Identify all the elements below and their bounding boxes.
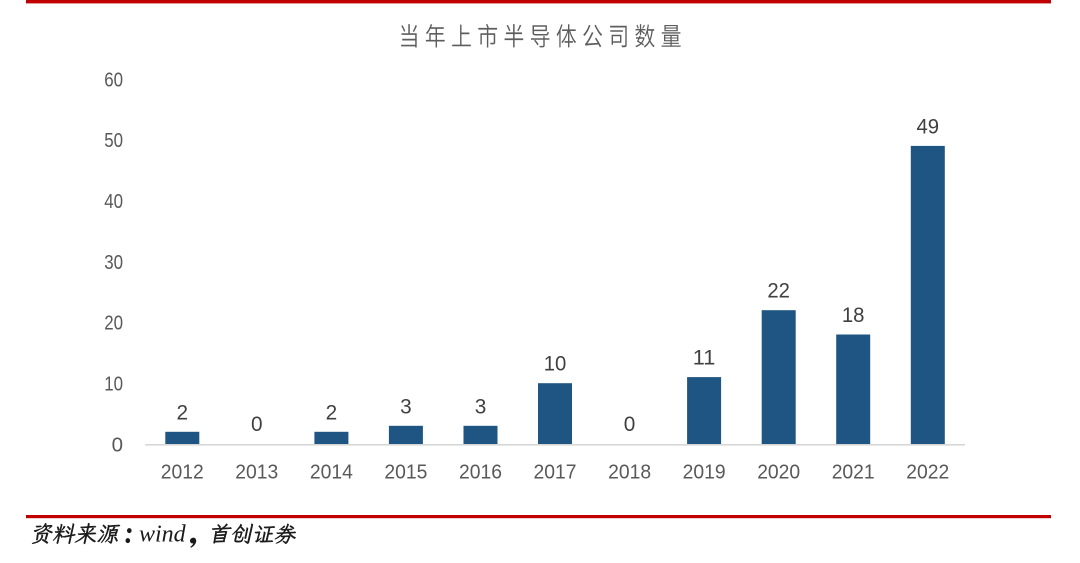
svg-text:18: 18 xyxy=(842,304,865,327)
svg-text:10: 10 xyxy=(544,353,567,376)
svg-text:20: 20 xyxy=(104,312,123,335)
svg-text:30: 30 xyxy=(104,251,123,274)
svg-text:2022: 2022 xyxy=(906,461,949,484)
svg-text:22: 22 xyxy=(767,280,790,303)
svg-text:3: 3 xyxy=(475,395,487,418)
svg-text:2: 2 xyxy=(177,401,189,424)
svg-text:2: 2 xyxy=(326,401,338,424)
svg-text:2017: 2017 xyxy=(534,461,577,484)
svg-text:50: 50 xyxy=(104,129,123,152)
svg-text:2019: 2019 xyxy=(683,461,726,484)
svg-text:3: 3 xyxy=(400,395,412,418)
svg-text:49: 49 xyxy=(917,115,940,138)
svg-text:0: 0 xyxy=(112,433,123,456)
svg-text:2018: 2018 xyxy=(608,461,651,484)
svg-text:11: 11 xyxy=(693,347,716,370)
svg-text:wind: wind xyxy=(139,522,187,548)
svg-text:2014: 2014 xyxy=(310,461,353,484)
svg-text:10: 10 xyxy=(104,373,123,396)
svg-text:0: 0 xyxy=(251,413,263,436)
svg-text:2013: 2013 xyxy=(235,461,278,484)
svg-text:2021: 2021 xyxy=(832,461,875,484)
svg-text:2016: 2016 xyxy=(459,461,502,484)
svg-text:40: 40 xyxy=(104,190,123,213)
svg-text:2020: 2020 xyxy=(757,461,800,484)
svg-text:2015: 2015 xyxy=(384,461,427,484)
svg-text:0: 0 xyxy=(624,413,636,436)
svg-text:2012: 2012 xyxy=(161,461,204,484)
svg-text:60: 60 xyxy=(104,68,123,91)
